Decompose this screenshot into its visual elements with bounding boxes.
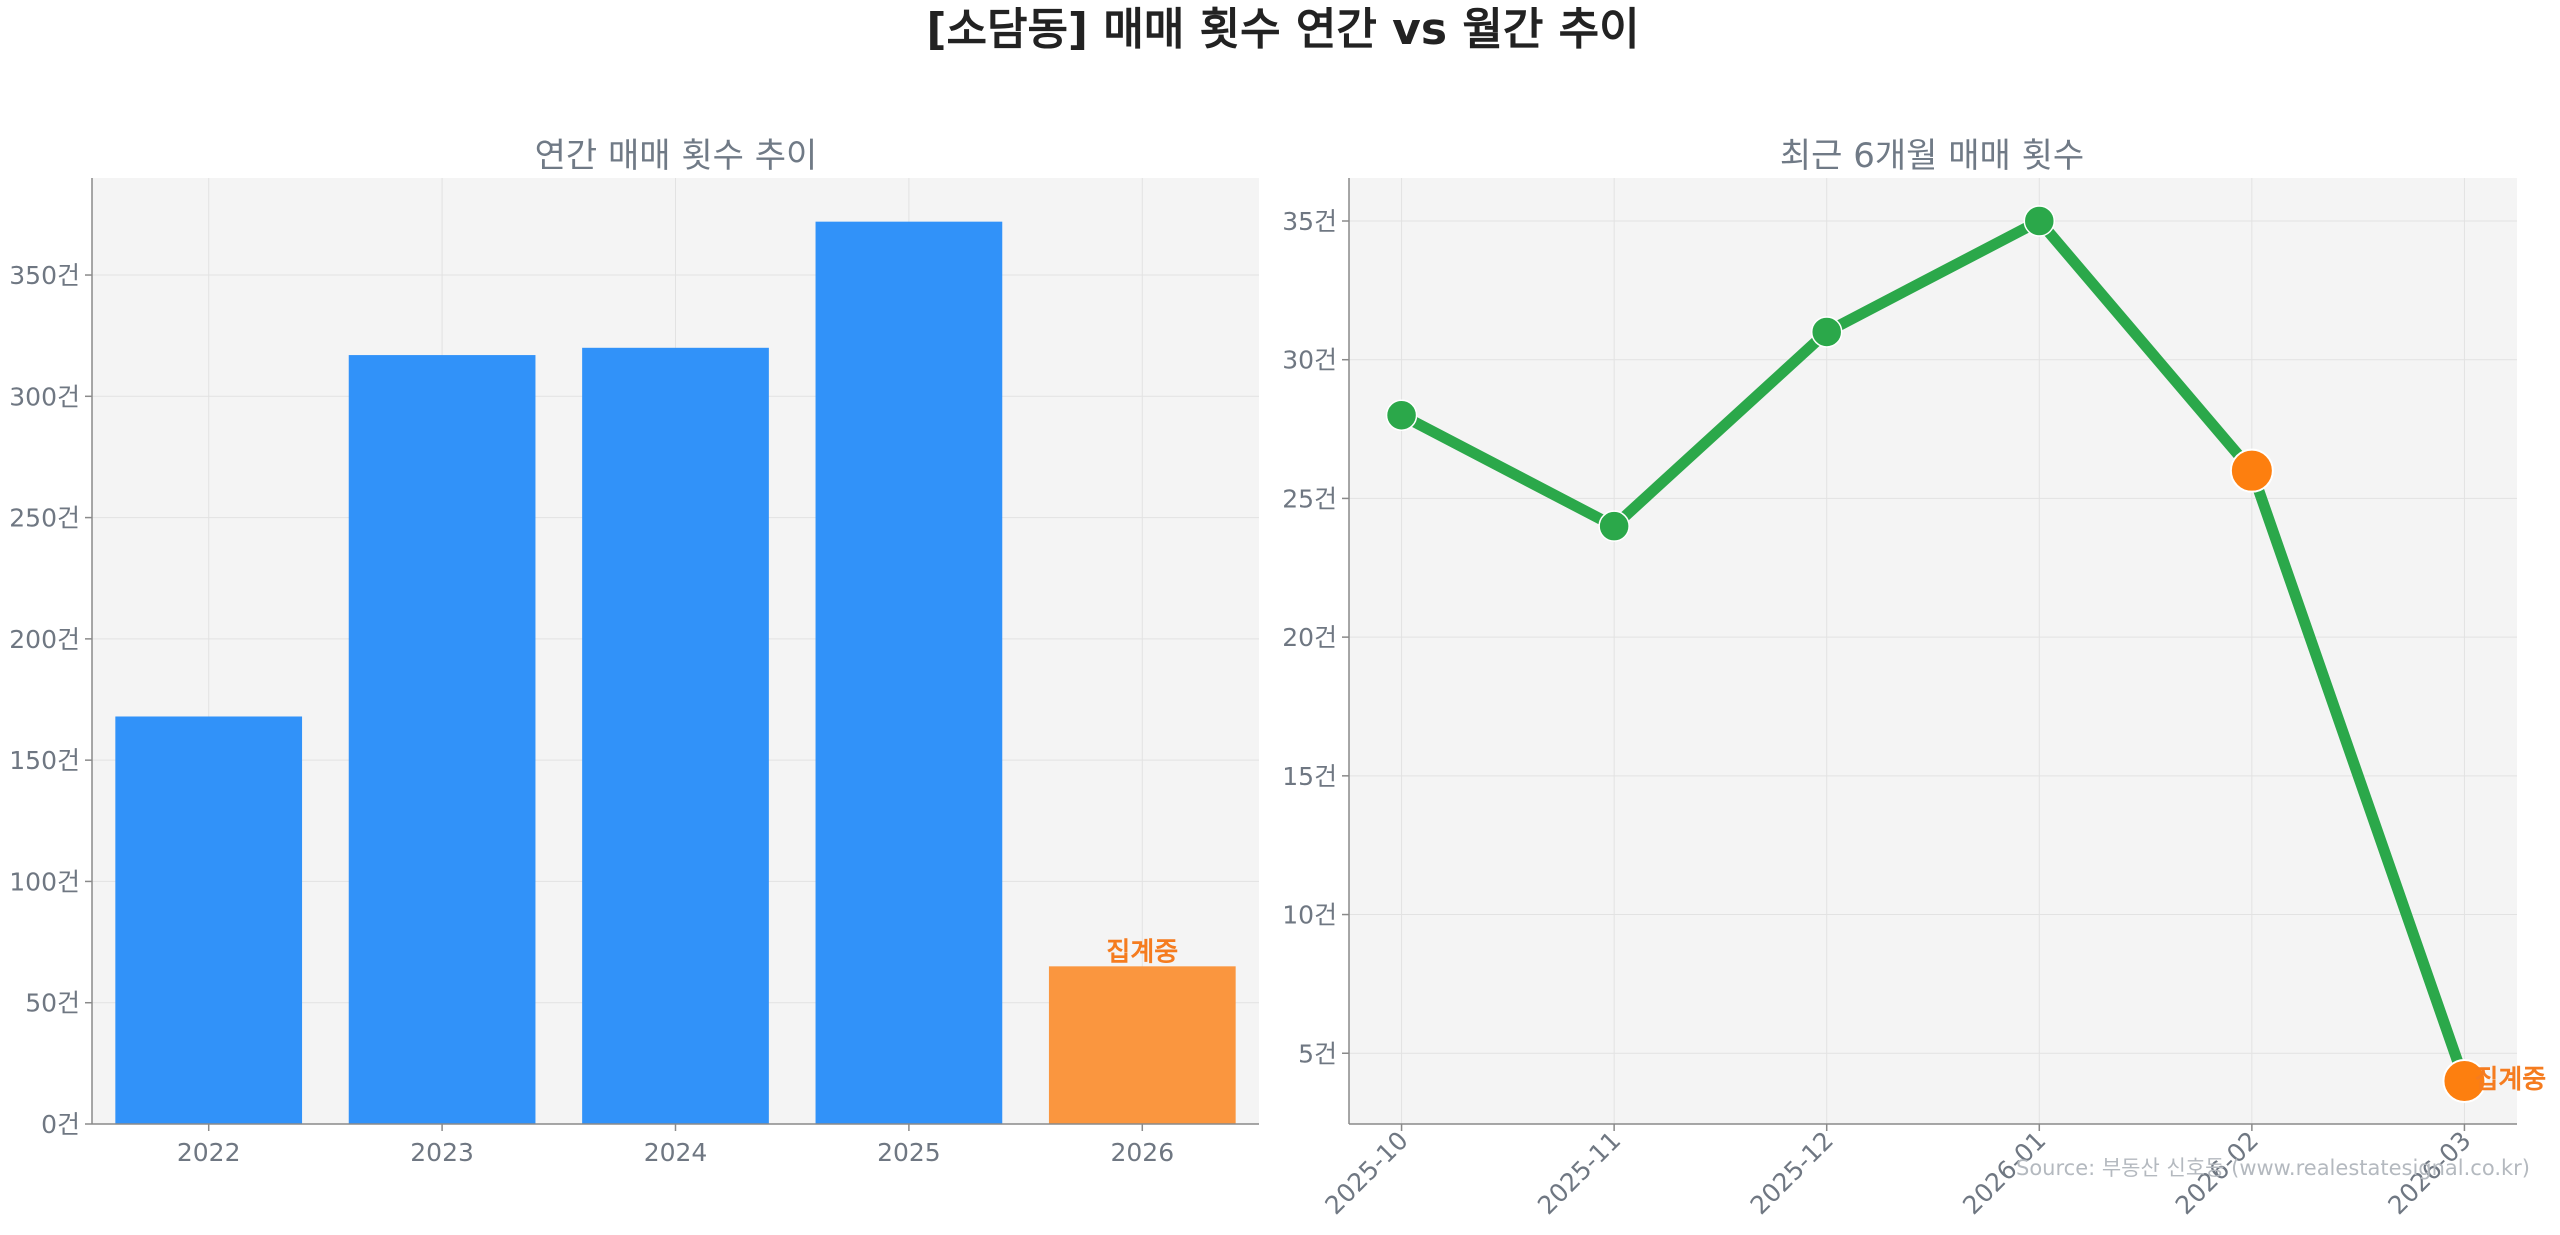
y-tick-label: 0건 [41,1110,80,1139]
bar-2023 [348,355,536,1125]
pending-label: 집계중 [2474,1065,2546,1095]
bar-2026 [1048,966,1236,1124]
x-tick-label: 2025-10 [1319,1126,1413,1220]
annual-bars: 집계중 [115,221,1236,1125]
x-tick-label: 2025-11 [1532,1126,1626,1220]
point-2026-02 [2229,448,2274,493]
x-tick-label: 2024 [644,1138,708,1167]
bar-2024 [582,347,769,1124]
y-tick-label: 350건 [9,261,80,290]
pending-label: 집계중 [1106,937,1178,967]
monthly-axes [1348,178,2517,1125]
monthly-series-line [1396,215,2470,1087]
x-tick-label: 2022 [177,1138,241,1167]
annual-tick-labels: 0건 50건 100건 150건 200건 250건 300건 350건 2022 2023 202… [9,261,1174,1167]
monthly-plot-area [1349,178,2517,1124]
monthly-chart-title: 최근 6개월 매매 횟수 [1780,136,2084,176]
y-tick-label: 30건 [1282,346,1337,375]
figure-title: [소담동] 매매 횟수 연간 vs 월간 추이 [926,4,1639,55]
x-tick-label: 2025-12 [1745,1126,1839,1220]
y-tick-label: 20건 [1282,623,1337,652]
x-tick-label: 2023 [410,1138,474,1167]
y-tick-label: 250건 [9,504,80,533]
annual-chart-title: 연간 매매 횟수 추이 [535,136,818,176]
point-2025-12 [1810,316,1843,348]
y-tick-label: 100건 [9,867,80,896]
y-tick-label: 10건 [1282,901,1337,930]
y-tick-label: 5건 [1298,1039,1337,1068]
monthly-gridlines [1349,178,2517,1124]
y-tick-label: 200건 [9,625,80,654]
point-2026-01 [2023,205,2056,237]
y-tick-label: 15건 [1282,762,1337,791]
source-note: Source: 부동산 신호등 (www.realestatesignal.co… [2016,1156,2530,1180]
point-2026-03 [2442,1059,2487,1103]
monthly-trades-chart: 최근 6개월 매매 횟수 집계중 5건 10건 15건 20건 25건 30건 35건 202… [1282,136,2546,1220]
point-2025-10 [1385,399,1418,431]
y-tick-label: 35건 [1282,207,1337,236]
annual-trades-chart: 연간 매매 횟수 추이 집계중 0건 50건 100건 150건 200건 250건 300… [9,136,1259,1167]
point-2025-11 [1598,510,1630,542]
y-tick-label: 50건 [25,989,80,1018]
y-tick-label: 300건 [9,382,80,411]
x-tick-label: 2025 [877,1138,941,1167]
monthly-line-series: 집계중 [1385,205,2546,1103]
y-tick-label: 150건 [9,746,80,775]
y-tick-label: 25건 [1282,484,1337,513]
bar-2022 [115,716,303,1124]
x-tick-label: 2026 [1110,1138,1174,1167]
bar-2025 [815,221,1003,1124]
